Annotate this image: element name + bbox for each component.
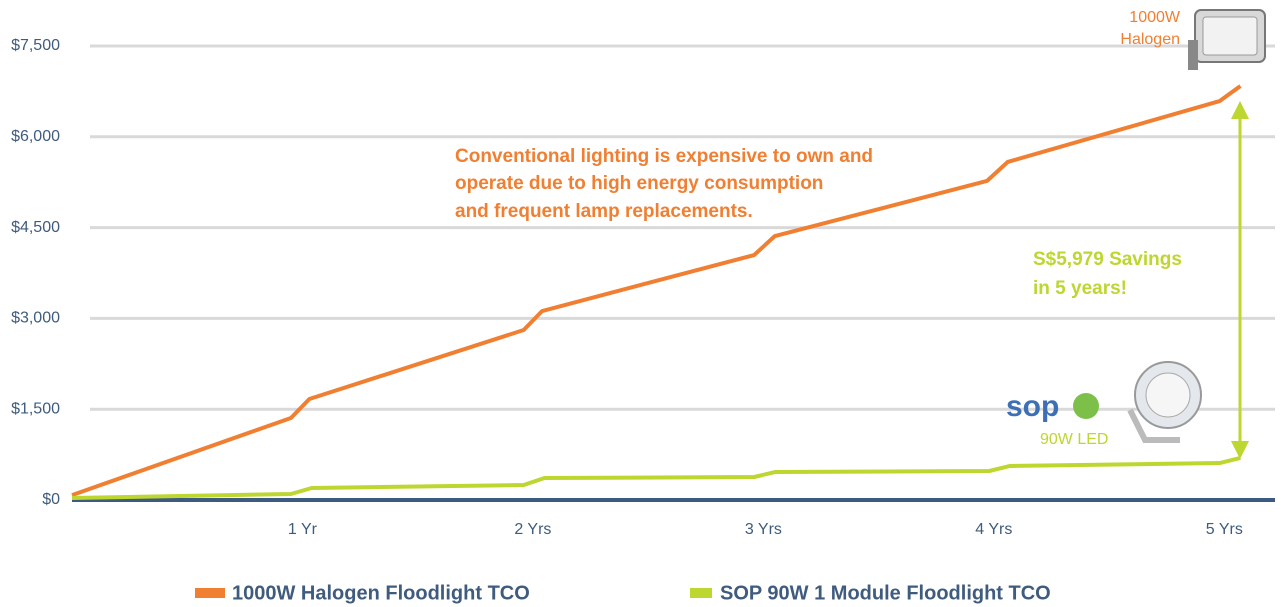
y-tick-label: $1,500 <box>11 400 60 417</box>
legend-label: SOP 90W 1 Module Floodlight TCO <box>720 582 1051 604</box>
y-tick-label: $3,000 <box>11 310 60 327</box>
savings-label: in 5 years! <box>1033 278 1127 299</box>
legend-swatch <box>195 588 225 598</box>
y-tick-label: $7,500 <box>11 37 60 54</box>
logo-globe <box>1073 393 1099 419</box>
legend-label: 1000W Halogen Floodlight TCO <box>232 582 530 604</box>
annotation: Conventional lighting is expensive to ow… <box>455 146 873 167</box>
y-tick-label: $6,000 <box>11 128 60 145</box>
x-tick-label: 1 Yr <box>288 521 318 538</box>
annotation: operate due to high energy consumption <box>455 173 823 194</box>
savings-label: S$5,979 Savings <box>1033 249 1182 270</box>
y-tick-label: $4,500 <box>11 219 60 236</box>
logo: sop <box>1006 390 1059 423</box>
halogen-label: 1000W <box>1129 9 1181 26</box>
led-lamp <box>1127 361 1202 443</box>
x-tick-label: 4 Yrs <box>975 521 1012 538</box>
halogen-lamp <box>1188 9 1266 70</box>
x-tick-label: 5 Yrs <box>1206 521 1243 538</box>
halogen-label: Halogen <box>1120 31 1180 48</box>
series-line <box>71 456 1241 501</box>
y-tick-label: $0 <box>42 491 60 508</box>
x-tick-label: 2 Yrs <box>514 521 551 538</box>
annotation: and frequent lamp replacements. <box>455 201 753 222</box>
led-label: 90W LED <box>1040 431 1108 448</box>
x-tick-label: 3 Yrs <box>745 521 782 538</box>
legend-swatch <box>690 588 712 598</box>
series-line <box>71 84 1242 498</box>
